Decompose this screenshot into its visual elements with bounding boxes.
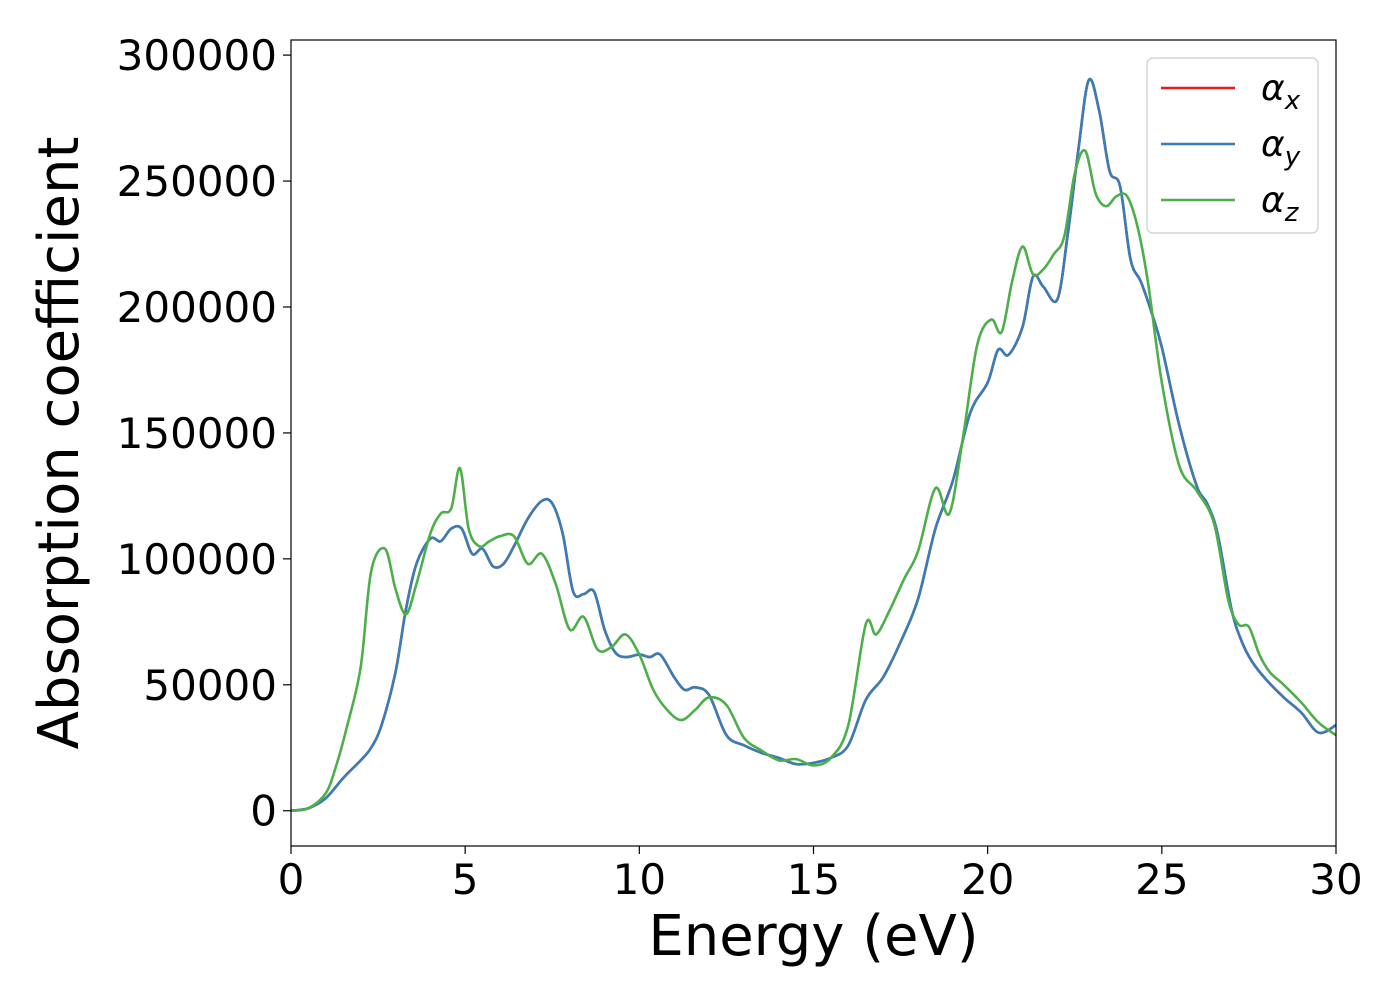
- x-axis-label: Energy (eV): [648, 904, 978, 969]
- y-tick-label: 0: [250, 787, 277, 836]
- legend-label-x: αx: [1261, 68, 1301, 116]
- x-tick-label: 0: [278, 855, 305, 904]
- x-axis: 0 5 10 15 20 25 30: [278, 846, 1363, 904]
- series-layer: [291, 77, 1336, 813]
- y-tick-label: 100000: [117, 535, 277, 584]
- legend-label-y: αy: [1261, 124, 1301, 172]
- x-tick-label: 25: [1135, 855, 1188, 904]
- y-axis-label: Absorption coefficient: [27, 137, 92, 750]
- legend-label-z: αz: [1261, 180, 1300, 228]
- y-tick-label: 50000: [143, 661, 277, 710]
- x-tick-label: 5: [452, 855, 479, 904]
- x-tick-label: 20: [961, 855, 1014, 904]
- y-tick-label: 200000: [117, 283, 277, 332]
- y-tick-label: 300000: [117, 31, 277, 80]
- x-tick-label: 10: [613, 855, 666, 904]
- y-tick-label: 250000: [117, 157, 277, 206]
- legend: αx αy αz: [1146, 57, 1319, 234]
- y-tick-label: 150000: [117, 409, 277, 458]
- legend-box: [1146, 57, 1319, 234]
- x-tick-label: 30: [1309, 855, 1362, 904]
- series-line-z: [291, 148, 1336, 813]
- y-axis: 0 50000 100000 150000 200000 250000 300000: [117, 31, 291, 836]
- x-tick-label: 15: [787, 855, 840, 904]
